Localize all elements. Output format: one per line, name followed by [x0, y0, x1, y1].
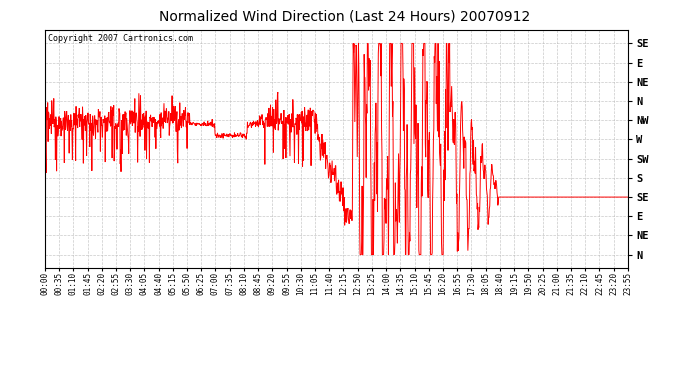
Text: Normalized Wind Direction (Last 24 Hours) 20070912: Normalized Wind Direction (Last 24 Hours… — [159, 9, 531, 23]
Text: Copyright 2007 Cartronics.com: Copyright 2007 Cartronics.com — [48, 34, 193, 43]
